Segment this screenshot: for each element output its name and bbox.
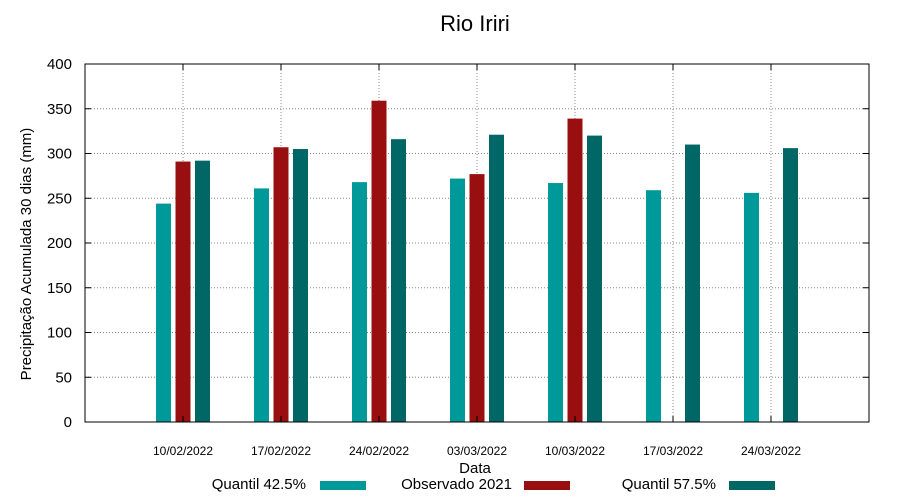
- y-axis-label: Precipitação Acumulada 30 dias (mm): [18, 128, 35, 381]
- legend-swatch: [524, 481, 570, 490]
- legend-swatch: [729, 481, 775, 490]
- y-tick-label: 50: [55, 369, 72, 386]
- bars: [156, 100, 798, 423]
- x-tick-label: 03/03/2022: [447, 444, 507, 458]
- y-tick-label: 400: [47, 56, 72, 73]
- bar-3: [293, 149, 308, 422]
- bar-2: [175, 161, 191, 422]
- legend-label: Quantil 57.5%: [622, 476, 716, 493]
- bar-3: [783, 148, 798, 422]
- x-axis-label: Data: [459, 460, 491, 477]
- bar-2: [273, 147, 289, 423]
- y-tick-label: 100: [47, 325, 72, 342]
- bar-1: [450, 178, 465, 422]
- bar-1: [548, 183, 563, 422]
- y-tick-label: 0: [64, 414, 72, 431]
- x-tick-label: 10/02/2022: [153, 444, 213, 458]
- x-tick-label: 17/02/2022: [251, 444, 311, 458]
- bar-2: [371, 100, 387, 422]
- y-tick-label: 350: [47, 101, 72, 118]
- x-tick-label: 17/03/2022: [643, 444, 703, 458]
- bar-1: [352, 182, 367, 422]
- plot-frame: [84, 63, 870, 423]
- legend-label: Quantil 42.5%: [212, 476, 306, 493]
- x-tick-label: 24/03/2022: [741, 444, 801, 458]
- bar-1: [744, 192, 759, 422]
- bar-3: [685, 144, 700, 423]
- y-tick-label: 150: [47, 280, 72, 297]
- bar-1: [254, 188, 269, 422]
- y-tick-label: 250: [47, 190, 72, 207]
- bar-3: [391, 139, 406, 422]
- bar-3: [489, 134, 504, 422]
- x-tick-label: 24/02/2022: [349, 444, 409, 458]
- legend-label: Observado 2021: [401, 476, 512, 493]
- y-tick-label: 200: [47, 235, 72, 252]
- legend: Quantil 42.5% Observado 2021 Quantil 57.5%: [212, 476, 775, 493]
- ticks: 0 50 100 150 200 250 300 350 400 10/02/2022 17/02/…: [47, 56, 869, 458]
- legend-swatch: [320, 481, 366, 490]
- bar-3: [587, 135, 602, 422]
- bar-1: [646, 190, 661, 422]
- chart-title: Rio Iriri: [440, 11, 510, 36]
- y-tick-label: 300: [47, 146, 72, 163]
- bar-3: [195, 160, 210, 422]
- bar-2: [469, 174, 485, 422]
- x-tick-label: 10/03/2022: [545, 444, 605, 458]
- bar-1: [156, 203, 171, 422]
- bar-2: [567, 118, 583, 422]
